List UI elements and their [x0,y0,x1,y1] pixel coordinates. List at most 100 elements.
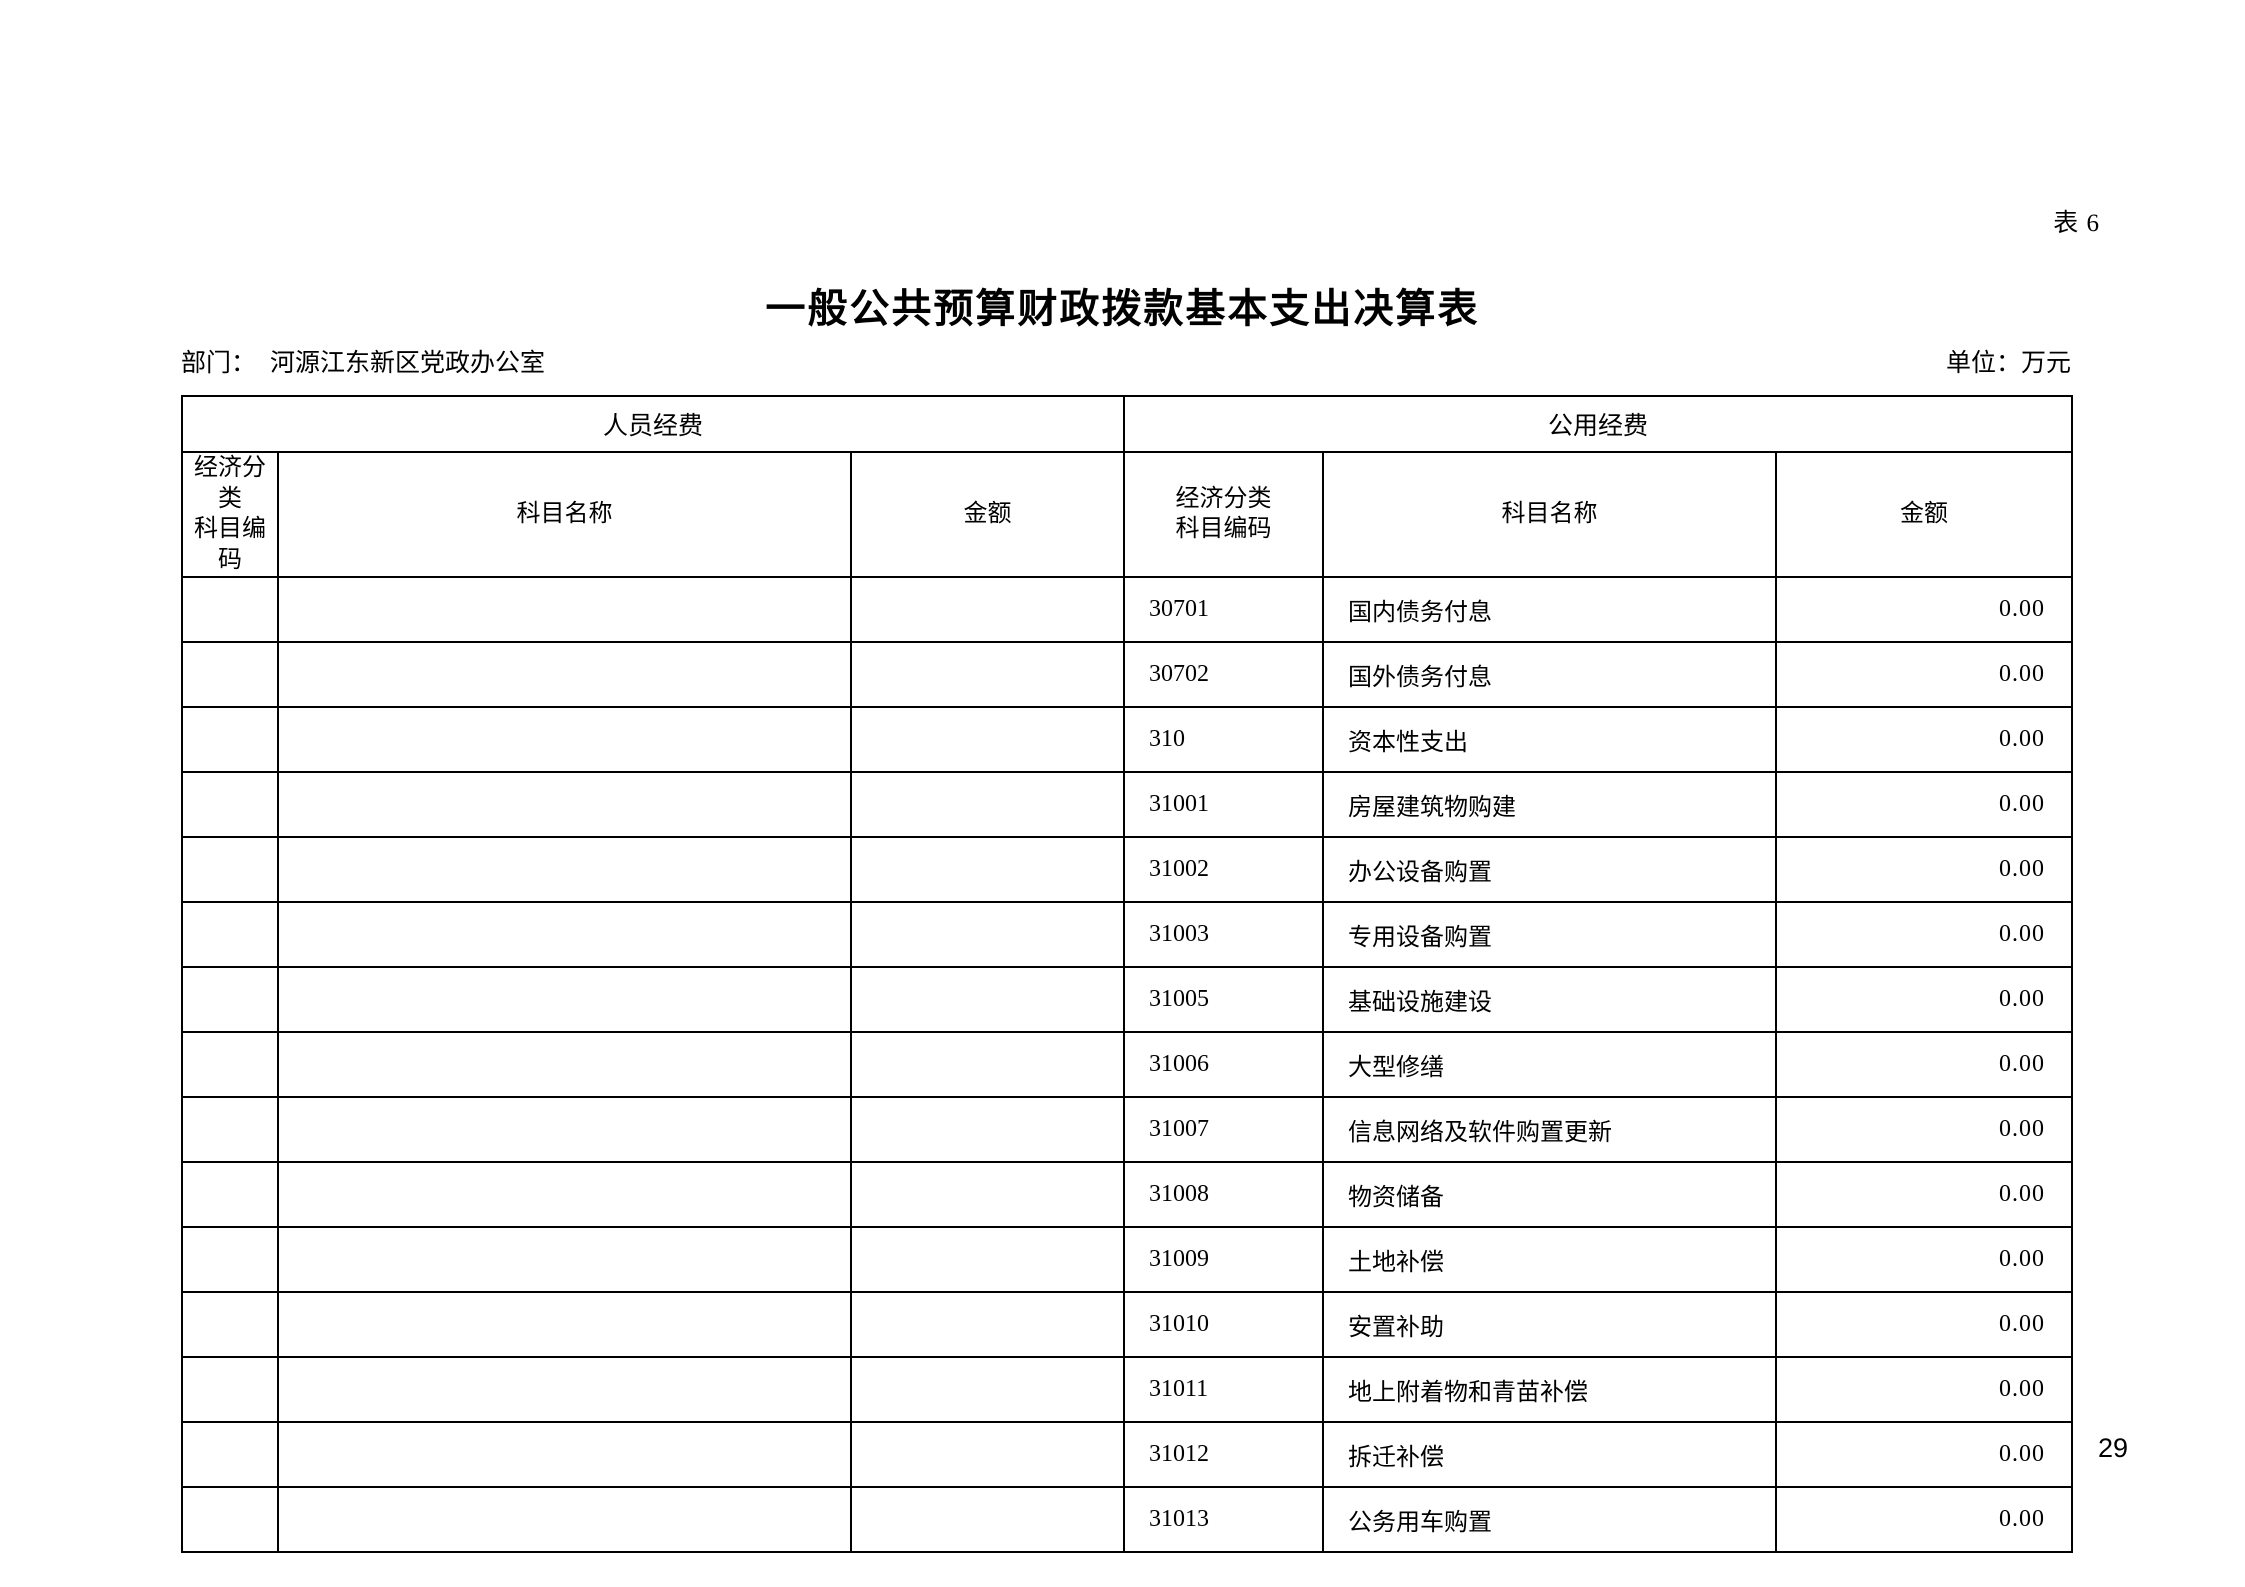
cell-code-personnel [181,1225,279,1293]
col-header-name-public: 科目名称 [1322,451,1778,578]
cell-amount-personnel [849,640,1126,708]
cell-amount-personnel [849,705,1126,773]
cell-code-public: 31012 [1123,1420,1325,1488]
col-header-amount-personnel: 金额 [849,451,1126,578]
cell-code-public: 31010 [1123,1290,1325,1358]
cell-amount-personnel [849,1225,1126,1293]
cell-code-personnel [181,1485,279,1553]
cell-name-public: 公务用车购置 [1322,1485,1778,1553]
cell-amount-public: 0.00 [1775,1160,2074,1228]
cell-amount-personnel [849,1095,1126,1163]
col-header-code-line1: 经济分类 [1175,485,1272,512]
cell-name-personnel [277,965,852,1033]
cell-code-public: 31009 [1123,1225,1325,1293]
cell-name-personnel [277,705,852,773]
cell-code-personnel [181,705,279,773]
cell-amount-public: 0.00 [1775,1290,2074,1358]
cell-code-personnel [181,1095,279,1163]
cell-code-public: 31001 [1123,770,1325,838]
cell-name-personnel [277,1030,852,1098]
cell-code-public: 31013 [1123,1485,1325,1553]
cell-code-public: 310 [1123,705,1325,773]
cell-name-personnel [277,900,852,968]
col-header-code-line2: 科目编码 [194,516,266,574]
cell-code-public: 31003 [1123,900,1325,968]
table-row: 31013 公务用车购置 0.00 [181,1485,2074,1553]
cell-amount-personnel [849,1485,1126,1553]
group-header-public: 公用经费 [1123,395,2074,453]
col-header-code-public: 经济分类 科目编码 [1123,451,1325,578]
cell-code-personnel [181,965,279,1033]
col-header-name-personnel: 科目名称 [277,451,852,578]
cell-name-personnel [277,640,852,708]
cell-code-personnel [181,1290,279,1358]
cell-amount-personnel [849,770,1126,838]
department-info: 部门： 河源江东新区党政办公室 [181,343,545,379]
cell-amount-public: 0.00 [1775,575,2074,643]
table-row: 310 资本性支出 0.00 [181,705,2074,773]
cell-amount-public: 0.00 [1775,1355,2074,1423]
sheet-number-label: 表 6 [2053,210,2100,237]
page-title: 一般公共预算财政拨款基本支出决算表 [765,286,1480,331]
cell-name-public: 基础设施建设 [1322,965,1778,1033]
col-header-code-line1: 经济分类 [194,455,266,512]
cell-amount-personnel [849,1290,1126,1358]
cell-name-public: 国外债务付息 [1322,640,1778,708]
table-head: 人员经费 公用经费 经济分类 科目编码 科目名称 金额 经济分类 科目编码 科目… [180,395,2074,578]
cell-amount-public: 0.00 [1775,1225,2074,1293]
department-name: 河源江东新区党政办公室 [270,350,546,377]
table-row: 31001 房屋建筑物购建 0.00 [181,770,2074,838]
cell-amount-public: 0.00 [1775,1030,2074,1098]
cell-name-public: 国内债务付息 [1322,575,1778,643]
cell-name-personnel [277,1355,852,1423]
table-row: 31003 专用设备购置 0.00 [181,900,2074,968]
cell-code-public: 30701 [1123,575,1325,643]
cell-code-personnel [181,900,279,968]
table-row: 31005 基础设施建设 0.00 [181,965,2074,1033]
cell-amount-personnel [849,1420,1126,1488]
cell-code-public: 31006 [1123,1030,1325,1098]
table-row: 31010 安置补助 0.00 [181,1290,2074,1358]
column-header-row: 经济分类 科目编码 科目名称 金额 经济分类 科目编码 科目名称 金额 [181,451,2074,578]
cell-name-personnel [277,1290,852,1358]
cell-code-personnel [181,1160,279,1228]
basic-expenditure-final-accounts-table: 人员经费 公用经费 经济分类 科目编码 科目名称 金额 经济分类 科目编码 科目… [180,395,2074,1553]
table-row: 31009 土地补偿 0.00 [181,1225,2074,1293]
col-header-code-personnel: 经济分类 科目编码 [181,451,279,578]
page-number: 29 [2097,1433,2128,1463]
table-row: 31002 办公设备购置 0.00 [181,835,2074,903]
cell-code-personnel [181,1355,279,1423]
cell-name-personnel [277,575,852,643]
cell-amount-personnel [849,1160,1126,1228]
table-row: 31011 地上附着物和青苗补偿 0.00 [181,1355,2074,1423]
table-row: 31006 大型修缮 0.00 [181,1030,2074,1098]
cell-code-personnel [181,770,279,838]
document-meta-row: 部门： 河源江东新区党政办公室 单位：万元 [181,343,2071,379]
cell-amount-public: 0.00 [1775,770,2074,838]
table-row: 30701 国内债务付息 0.00 [181,575,2074,643]
cell-name-public: 土地补偿 [1322,1225,1778,1293]
cell-code-personnel [181,1030,279,1098]
department-label: 部门： [181,350,257,377]
cell-name-public: 信息网络及软件购置更新 [1322,1095,1778,1163]
table-row: 31008 物资储备 0.00 [181,1160,2074,1228]
cell-code-public: 31002 [1123,835,1325,903]
cell-amount-public: 0.00 [1775,965,2074,1033]
table-row: 31012 拆迁补偿 0.00 [181,1420,2074,1488]
table-row: 30702 国外债务付息 0.00 [181,640,2074,708]
cell-amount-public: 0.00 [1775,705,2074,773]
cell-name-personnel [277,835,852,903]
cell-code-public: 30702 [1123,640,1325,708]
cell-amount-personnel [849,1355,1126,1423]
group-header-row: 人员经费 公用经费 [180,395,2074,453]
cell-code-personnel [181,835,279,903]
group-header-personnel: 人员经费 [180,395,1126,453]
cell-name-personnel [277,1095,852,1163]
cell-name-public: 大型修缮 [1322,1030,1778,1098]
cell-amount-personnel [849,575,1126,643]
cell-amount-personnel [849,900,1126,968]
cell-name-public: 拆迁补偿 [1322,1420,1778,1488]
cell-name-personnel [277,1225,852,1293]
cell-name-public: 办公设备购置 [1322,835,1778,903]
